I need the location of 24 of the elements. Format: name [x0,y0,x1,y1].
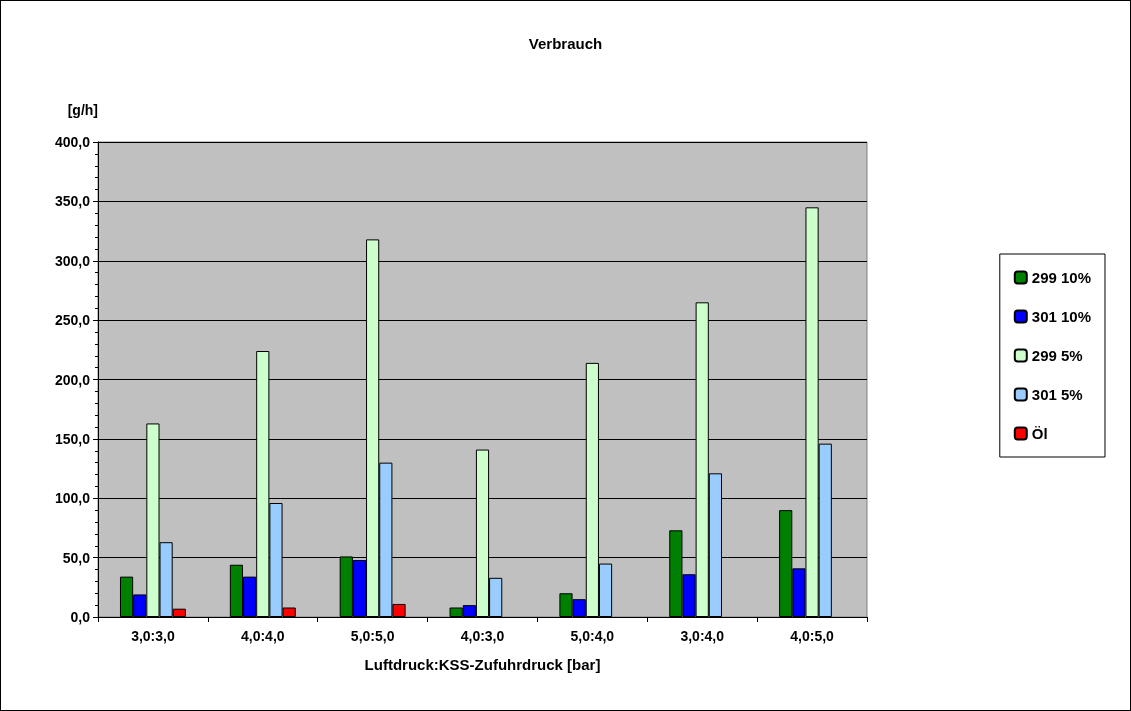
chart-title: Verbrauch [528,35,603,52]
y-tick-label: 250,0 [54,312,91,329]
x-tick-label: 4,0:4,0 [240,628,285,644]
y-tick-label: 50,0 [62,549,91,566]
x-tick-label: 3,0:4,0 [680,628,725,644]
x-tick-label: 4,0:5,0 [790,628,835,644]
x-tick-label: 5,0:5,0 [350,628,395,644]
legend-label: Öl [1031,425,1048,442]
y-tick-label: 350,0 [54,193,91,210]
legend-label: 299 5% [1031,347,1083,364]
legend-label: 301 5% [1031,386,1083,403]
x-tick-label: 3,0:3,0 [131,628,175,644]
y-tick-label: 100,0 [54,490,91,507]
y-tick-label: 150,0 [54,430,91,447]
y-axis-title: [g/h] [67,102,98,118]
x-tick-label: 4,0:3,0 [460,628,505,644]
y-tick-label: 200,0 [54,371,91,388]
legend-label: 299 10% [1031,269,1091,286]
y-tick-label: 300,0 [54,252,91,269]
y-tick-label: 400,0 [54,134,91,150]
x-tick-label: 5,0:4,0 [570,628,615,644]
y-tick-label: 0,0 [70,609,91,625]
x-axis-title: Luftdruck:KSS-Zufuhrdruck [bar] [364,656,601,673]
legend-label: 301 10% [1031,308,1091,325]
